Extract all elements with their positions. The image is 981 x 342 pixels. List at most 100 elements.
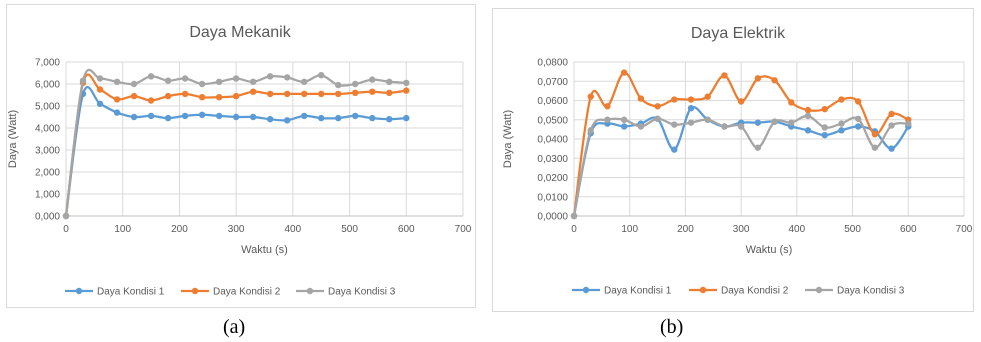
data-point [198, 94, 206, 101]
data-point [771, 118, 778, 125]
data-point [249, 113, 257, 121]
data-point [637, 95, 645, 102]
x-tick-label: 100 [621, 224, 638, 235]
data-point [620, 116, 628, 123]
data-point [266, 73, 274, 80]
data-point [804, 112, 812, 120]
legend-label: Daya Kondisi 1 [604, 286, 672, 297]
data-point [198, 80, 206, 88]
chart-title: Daya Elektrik [691, 25, 786, 42]
y-tick-label: 3,000 [35, 146, 60, 157]
data-point [871, 144, 879, 151]
data-point [871, 130, 879, 138]
data-point [301, 78, 308, 86]
data-point [215, 94, 223, 101]
data-point [888, 145, 895, 152]
data-point [335, 114, 342, 122]
data-point [130, 80, 138, 88]
chart-panel-mekanik: Daya Mekanik 0,000 1,000 2,000 3,000 4,000 5,0… [0, 0, 478, 342]
data-point [318, 90, 325, 98]
chart-panel-elektrik: Daya Elektrik 0,0000 0,0100 0,0200 0,0300 0,0… [490, 0, 981, 342]
x-axis-title: Waktu (s) [241, 244, 288, 256]
data-point [369, 114, 376, 122]
data-point [352, 112, 359, 120]
data-point [403, 87, 410, 94]
x-tick-label: 0 [63, 224, 69, 235]
data-point [335, 90, 342, 98]
data-point [386, 78, 393, 86]
data-point [266, 90, 274, 98]
data-point [113, 96, 121, 103]
data-point [687, 119, 695, 126]
legend-item-1: Daya Kondisi 1 [65, 287, 165, 298]
data-point [704, 93, 711, 100]
data-point [620, 123, 628, 130]
data-point [754, 144, 762, 151]
data-point [604, 116, 611, 123]
data-point [403, 114, 410, 122]
x-tick-label: 600 [398, 224, 415, 235]
data-point [654, 103, 661, 110]
data-point [570, 212, 578, 220]
legend-item-2: Daya Kondisi 2 [689, 286, 789, 297]
y-axis-title: Daya (Watt) [7, 110, 19, 168]
data-point [386, 116, 393, 123]
x-tick-label: 200 [171, 224, 188, 235]
data-point [788, 119, 795, 126]
y-tick-label: 0,0100 [537, 192, 568, 203]
data-point [249, 78, 257, 86]
data-point [654, 115, 661, 122]
data-point [283, 117, 291, 124]
data-point [335, 81, 342, 89]
y-tick-label: 4,000 [35, 124, 60, 135]
data-point [266, 116, 274, 123]
data-point [318, 72, 325, 79]
data-point [369, 88, 376, 95]
data-point [232, 113, 240, 121]
data-point [821, 131, 828, 139]
data-point [301, 112, 308, 120]
data-point [737, 123, 745, 130]
data-point [754, 119, 762, 126]
x-tick-label: 400 [285, 224, 302, 235]
y-tick-label: 0,0800 [537, 58, 568, 69]
y-tick-label: 6,000 [35, 80, 60, 91]
data-point [352, 89, 359, 97]
chart-frame [492, 8, 974, 312]
data-point [147, 97, 155, 104]
data-point [838, 127, 845, 134]
data-point [249, 88, 257, 95]
data-point [671, 96, 678, 103]
data-point [854, 98, 862, 105]
data-point [113, 109, 121, 116]
data-point [164, 77, 172, 84]
y-tick-label: 5,000 [35, 102, 60, 113]
data-point [838, 96, 845, 103]
chart-title: Daya Mekanik [189, 24, 291, 41]
data-point [96, 100, 104, 108]
data-point [181, 90, 189, 98]
y-tick-label: 0,0500 [537, 115, 568, 126]
series-3 [62, 68, 410, 220]
x-tick-label: 700 [455, 224, 472, 235]
data-point [704, 116, 711, 123]
data-point [888, 122, 895, 129]
data-point [164, 92, 172, 100]
data-point [771, 77, 778, 84]
data-point [181, 112, 189, 120]
x-tick-label: 300 [733, 224, 750, 235]
data-point [301, 90, 308, 98]
data-point [147, 112, 155, 120]
data-point [130, 92, 138, 100]
x-tick-label: 500 [844, 224, 861, 235]
legend-label: Daya Kondisi 1 [97, 287, 165, 298]
chart-elektrik: Daya Elektrik 0,0000 0,0100 0,0200 0,0300 0,0… [502, 25, 973, 297]
x-tick-label: 600 [900, 224, 917, 235]
y-tick-label: 1,000 [35, 190, 60, 201]
legend-label: Daya Kondisi 2 [721, 286, 789, 297]
data-point [198, 111, 206, 119]
y-tick-label: 0,0700 [537, 77, 568, 88]
data-point [232, 75, 240, 82]
legend-marker [191, 287, 199, 295]
data-point [587, 93, 594, 100]
